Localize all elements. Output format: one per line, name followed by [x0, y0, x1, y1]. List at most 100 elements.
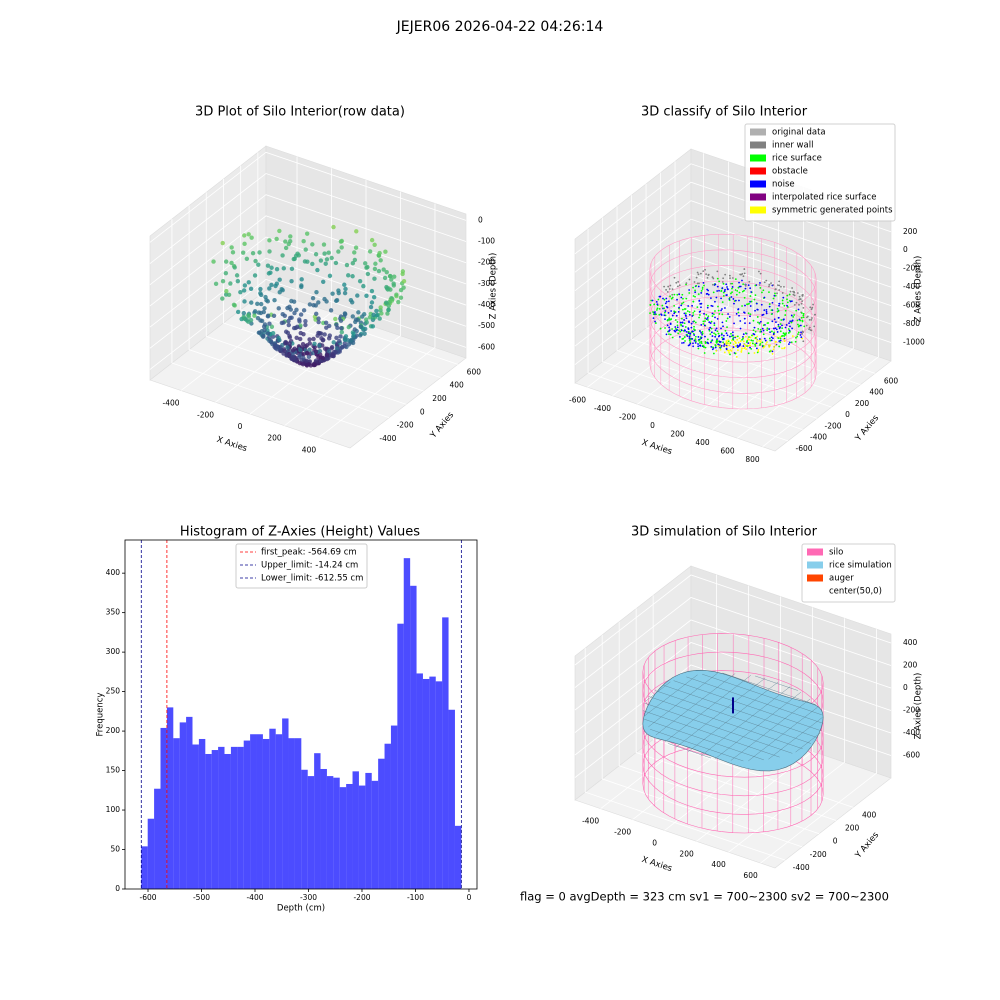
scatter-point [382, 275, 388, 281]
scatter-point [289, 356, 295, 361]
scatter-point [324, 257, 330, 262]
scatter-point [742, 333, 745, 336]
scatter-point [759, 320, 762, 323]
scatter-point [307, 337, 312, 342]
scatter-point [692, 295, 695, 297]
scatter-point [346, 273, 351, 278]
scatter-point [808, 326, 811, 329]
scatter-point [769, 331, 771, 334]
scatter-point [688, 311, 691, 313]
scatter-point [666, 319, 669, 322]
scatter-point [234, 273, 240, 278]
scatter-point [735, 356, 738, 358]
scatter-point [711, 283, 714, 286]
scatter-point [235, 309, 241, 315]
scatter-point [252, 313, 257, 318]
scatter-point [790, 341, 793, 344]
scatter-point [656, 307, 659, 310]
y-tick-label: 0 [420, 407, 425, 416]
scatter-point [722, 341, 724, 344]
y-tick-label: 150 [106, 766, 121, 775]
legend-swatch [750, 167, 766, 175]
scatter-point [700, 332, 702, 334]
scatter-point [721, 336, 723, 339]
scatter-point [758, 339, 761, 342]
scatter-point [694, 329, 696, 331]
scatter-point [720, 345, 723, 347]
scatter-point [294, 335, 299, 341]
scatter-point [770, 330, 773, 333]
y-tick-label: 200 [106, 726, 121, 735]
scatter-point [744, 344, 747, 347]
scatter-point [700, 289, 703, 292]
scatter-point [703, 352, 706, 354]
legend-swatch [750, 141, 766, 149]
grid-line [574, 218, 892, 310]
scatter-point [749, 305, 752, 307]
scatter-point [696, 271, 699, 274]
scatter-point [747, 338, 750, 340]
scatter-point [694, 321, 697, 324]
scatter-point [705, 318, 708, 320]
scatter-point [697, 273, 700, 276]
scatter-point [301, 355, 306, 361]
x-tick-label: 400 [695, 438, 710, 447]
scatter-point [754, 309, 756, 312]
scatter-point [350, 260, 356, 266]
scatter-point [757, 321, 759, 324]
scatter-point [310, 295, 316, 301]
bar [384, 743, 391, 889]
bar [141, 846, 148, 889]
scatter-point [745, 348, 748, 351]
scatter-point [715, 327, 718, 330]
scatter-point [772, 348, 775, 351]
scatter-point [780, 285, 782, 288]
scatter-point [671, 314, 674, 317]
bar [410, 585, 417, 889]
scatter-point [330, 352, 336, 357]
scatter-point [370, 324, 376, 329]
scatter-point [684, 340, 686, 342]
scatter-point [663, 311, 666, 314]
scatter-point [673, 312, 676, 315]
scatter-point [339, 245, 344, 250]
scatter-point [656, 303, 659, 306]
scatter-point [654, 322, 657, 324]
scatter-point [763, 281, 766, 284]
scatter-point [737, 311, 740, 314]
scatter-point [671, 336, 674, 339]
scatter-point [774, 344, 777, 347]
scatter-point [678, 284, 681, 287]
scatter-point [798, 303, 800, 306]
bar [346, 783, 353, 889]
scatter-point [307, 347, 312, 352]
scatter-point [697, 345, 700, 348]
scatter-point [235, 278, 241, 284]
scatter-point [722, 277, 725, 280]
scatter-point [659, 327, 662, 330]
scatter-point [298, 336, 303, 342]
z-tick-label: -600 [478, 342, 495, 351]
x-tick-label: -200 [619, 412, 636, 421]
scatter-point [721, 313, 724, 316]
scatter-point [307, 302, 313, 307]
scatter-point [737, 308, 740, 311]
scatter-point [706, 276, 709, 279]
grid-line [587, 228, 789, 442]
scatter-point [734, 345, 737, 347]
x-tick-label: 800 [745, 455, 760, 464]
scatter-point [285, 305, 290, 311]
scatter-point [249, 300, 254, 305]
scatter-point [782, 296, 785, 299]
scatter-point [398, 295, 404, 300]
scatter-point [732, 298, 735, 300]
scatter-point [671, 328, 673, 330]
bar [378, 758, 385, 889]
scatter-point [688, 320, 690, 323]
grid-line [574, 274, 892, 365]
scatter-point [692, 345, 695, 348]
scatter-point [673, 329, 676, 332]
scatter-point [374, 313, 379, 318]
scatter-point [781, 292, 784, 294]
scatter-point [781, 327, 784, 330]
